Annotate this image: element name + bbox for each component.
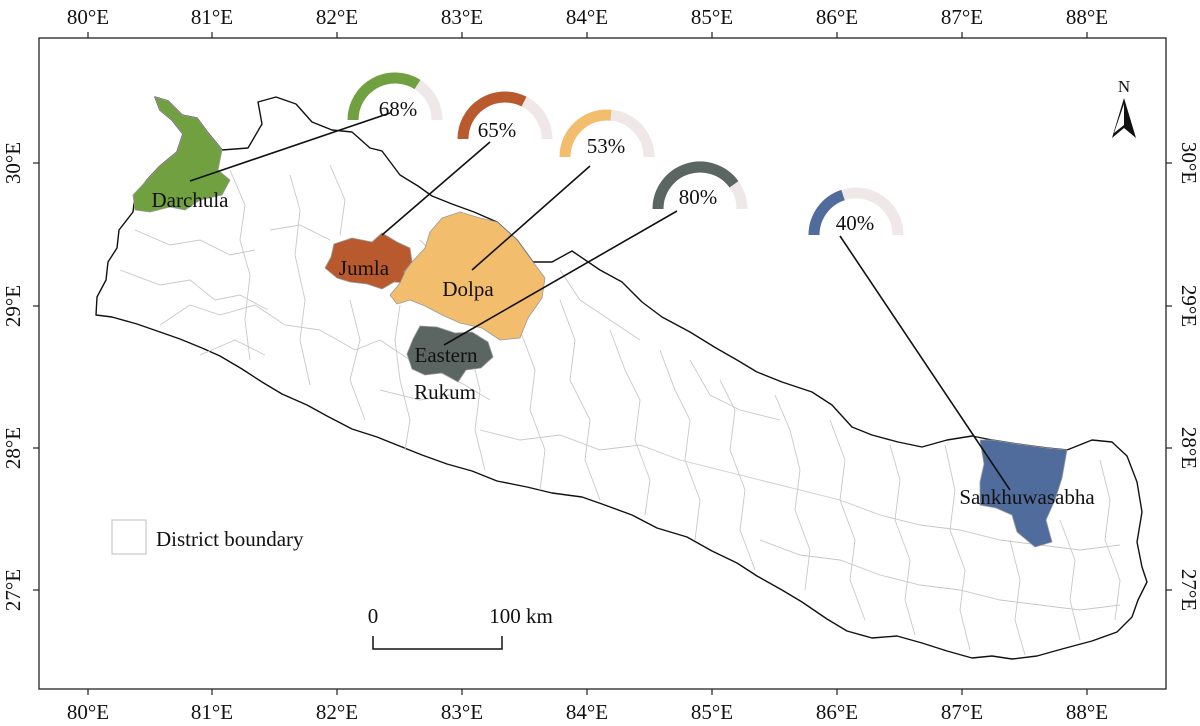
leader-line-darchula (189, 112, 391, 182)
gauge-fill (808, 189, 845, 236)
district-labels: Darchula Jumla Dolpa Eastern Rukum Sankh… (152, 188, 1096, 509)
longitude-label-top: 87°E (941, 5, 983, 29)
longitude-label-bottom: 87°E (941, 700, 983, 724)
leader-line-sankhuwasabha (839, 235, 1011, 491)
gauge-fill (457, 91, 527, 140)
district-label-sankhuwasabha: Sankhuwasabha (959, 485, 1095, 509)
gauge-jumla: 65% (457, 91, 553, 142)
scale-start-label: 0 (368, 604, 379, 628)
longitude-label-top: 88°E (1066, 5, 1108, 29)
district-label-dolpa: Dolpa (442, 277, 494, 301)
longitude-label-bottom: 80°E (67, 700, 109, 724)
legend: District boundary (111, 519, 304, 555)
scale-bar: 0 100 km (368, 604, 553, 650)
longitude-label-top: 83°E (441, 5, 483, 29)
right-latitude-axis: 30°E 29°E 28°E 27°E (1166, 142, 1200, 611)
percentage-label: 80% (679, 185, 718, 209)
gauge-eastern-rukum: 80% (652, 161, 748, 210)
north-arrow: N (1112, 77, 1136, 138)
latitude-label-left: 30°E (1, 142, 25, 184)
gauge-sankhuwasabha: 40% (808, 187, 904, 236)
latitude-label-left: 27°E (1, 569, 25, 611)
gauge-fill (559, 109, 612, 158)
longitude-label-bottom: 82°E (316, 700, 358, 724)
longitude-label-top: 80°E (67, 5, 109, 29)
north-arrow-label: N (1118, 77, 1130, 96)
leader-line-eastern-rukum (443, 210, 678, 346)
legend-label: District boundary (156, 527, 304, 551)
longitude-label-bottom: 85°E (691, 700, 733, 724)
leader-lines (189, 112, 1011, 491)
longitude-label-bottom: 86°E (816, 700, 858, 724)
gauge-darchula: 68% (347, 72, 443, 121)
longitude-label-bottom: 81°E (191, 700, 233, 724)
latitude-label-left: 28°E (1, 427, 25, 469)
north-arrow-icon (1112, 98, 1136, 138)
map-frame (38, 37, 1167, 690)
district-dolpa (389, 211, 546, 341)
district-eastern-rukum (406, 325, 494, 383)
latitude-label-right: 30°E (1177, 142, 1200, 184)
gauge-fill (347, 72, 421, 121)
gauge-fill (652, 161, 739, 210)
district-darchula (132, 96, 231, 213)
district-label-jumla: Jumla (339, 256, 390, 280)
longitude-label-top: 82°E (316, 5, 358, 29)
longitude-label-top: 81°E (191, 5, 233, 29)
district-label-eastern-rukum-line1: Eastern (415, 343, 478, 367)
percentage-label: 68% (379, 97, 418, 121)
percentage-label: 65% (478, 118, 517, 142)
district-label-darchula: Darchula (152, 188, 230, 212)
gauge-dolpa: 53% (559, 109, 655, 158)
leader-line-jumla (381, 141, 491, 236)
scale-bar-line (372, 636, 503, 650)
longitude-label-top: 86°E (816, 5, 858, 29)
district-boundaries (119, 164, 1121, 656)
percentage-label: 40% (836, 211, 875, 235)
longitude-label-bottom: 83°E (441, 700, 483, 724)
scale-end-label: 100 km (489, 604, 553, 628)
bottom-longitude-axis: 80°E 81°E 82°E 83°E 84°E 85°E 86°E 87°E … (67, 689, 1108, 724)
district-sankhuwasabha (979, 439, 1068, 548)
longitude-label-bottom: 88°E (1066, 700, 1108, 724)
percentage-gauges: 68% 65% 53% 80% 40% (347, 72, 904, 236)
longitude-label-bottom: 84°E (566, 700, 608, 724)
left-latitude-axis: 30°E 29°E 28°E 27°E (1, 142, 39, 611)
leader-line-dolpa (471, 165, 591, 271)
longitude-label-top: 84°E (566, 5, 608, 29)
latitude-label-right: 28°E (1177, 427, 1200, 469)
latitude-label-right: 27°E (1177, 569, 1200, 611)
percentage-label: 53% (587, 134, 626, 158)
top-longitude-axis: 80°E 81°E 82°E 83°E 84°E 85°E 86°E 87°E … (67, 5, 1108, 38)
latitude-label-left: 29°E (1, 285, 25, 327)
legend-swatch-district-boundary (111, 519, 147, 555)
nepal-outline (95, 96, 1148, 660)
latitude-label-right: 29°E (1177, 285, 1200, 327)
district-label-eastern-rukum-line2: Rukum (414, 380, 476, 404)
longitude-label-top: 85°E (691, 5, 733, 29)
